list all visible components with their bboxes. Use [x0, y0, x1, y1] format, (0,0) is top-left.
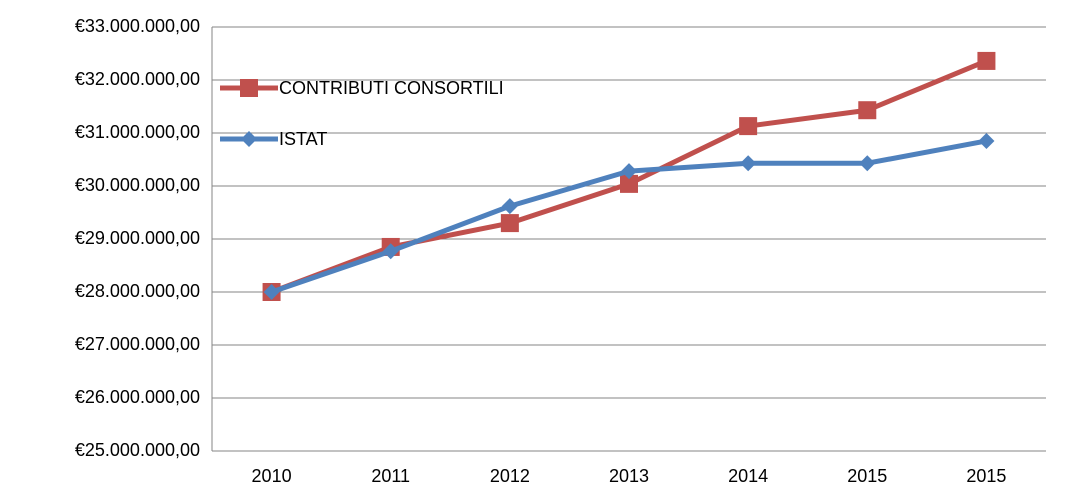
data-point — [382, 243, 399, 260]
data-point — [977, 51, 996, 70]
legend-marker — [241, 131, 257, 147]
data-point — [740, 155, 757, 172]
data-point — [858, 101, 877, 120]
data-point — [739, 117, 758, 136]
y-tick-label: €32.000.000,00 — [75, 69, 200, 89]
y-tick-label: €27.000.000,00 — [75, 334, 200, 354]
legend-marker — [240, 79, 258, 97]
x-tick-label: 2014 — [728, 466, 768, 486]
y-tick-label: €30.000.000,00 — [75, 175, 200, 195]
x-tick-label: 2012 — [490, 466, 530, 486]
x-tick-label: 2015 — [847, 466, 887, 486]
data-point — [620, 174, 638, 193]
y-tick-label: €28.000.000,00 — [75, 281, 200, 301]
x-tick-label: 2013 — [609, 466, 649, 486]
x-tick-label: 2010 — [252, 466, 292, 486]
y-tick-label: €26.000.000,00 — [75, 387, 200, 407]
legend-label: ISTAT — [279, 129, 327, 149]
data-point — [621, 163, 637, 180]
y-tick-label: €33.000.000,00 — [75, 16, 200, 36]
x-tick-label: 2015 — [966, 466, 1006, 486]
x-tick-label: 2011 — [371, 466, 410, 486]
data-point — [978, 132, 995, 149]
y-tick-label: €31.000.000,00 — [75, 122, 200, 142]
data-point — [263, 284, 280, 300]
data-point — [500, 214, 519, 233]
data-point — [859, 155, 876, 172]
y-tick-label: €29.000.000,00 — [75, 228, 200, 248]
legend-label: CONTRIBUTI CONSORTILI — [279, 78, 504, 98]
y-tick-label: €25.000.000,00 — [75, 440, 200, 460]
data-point — [501, 198, 518, 215]
